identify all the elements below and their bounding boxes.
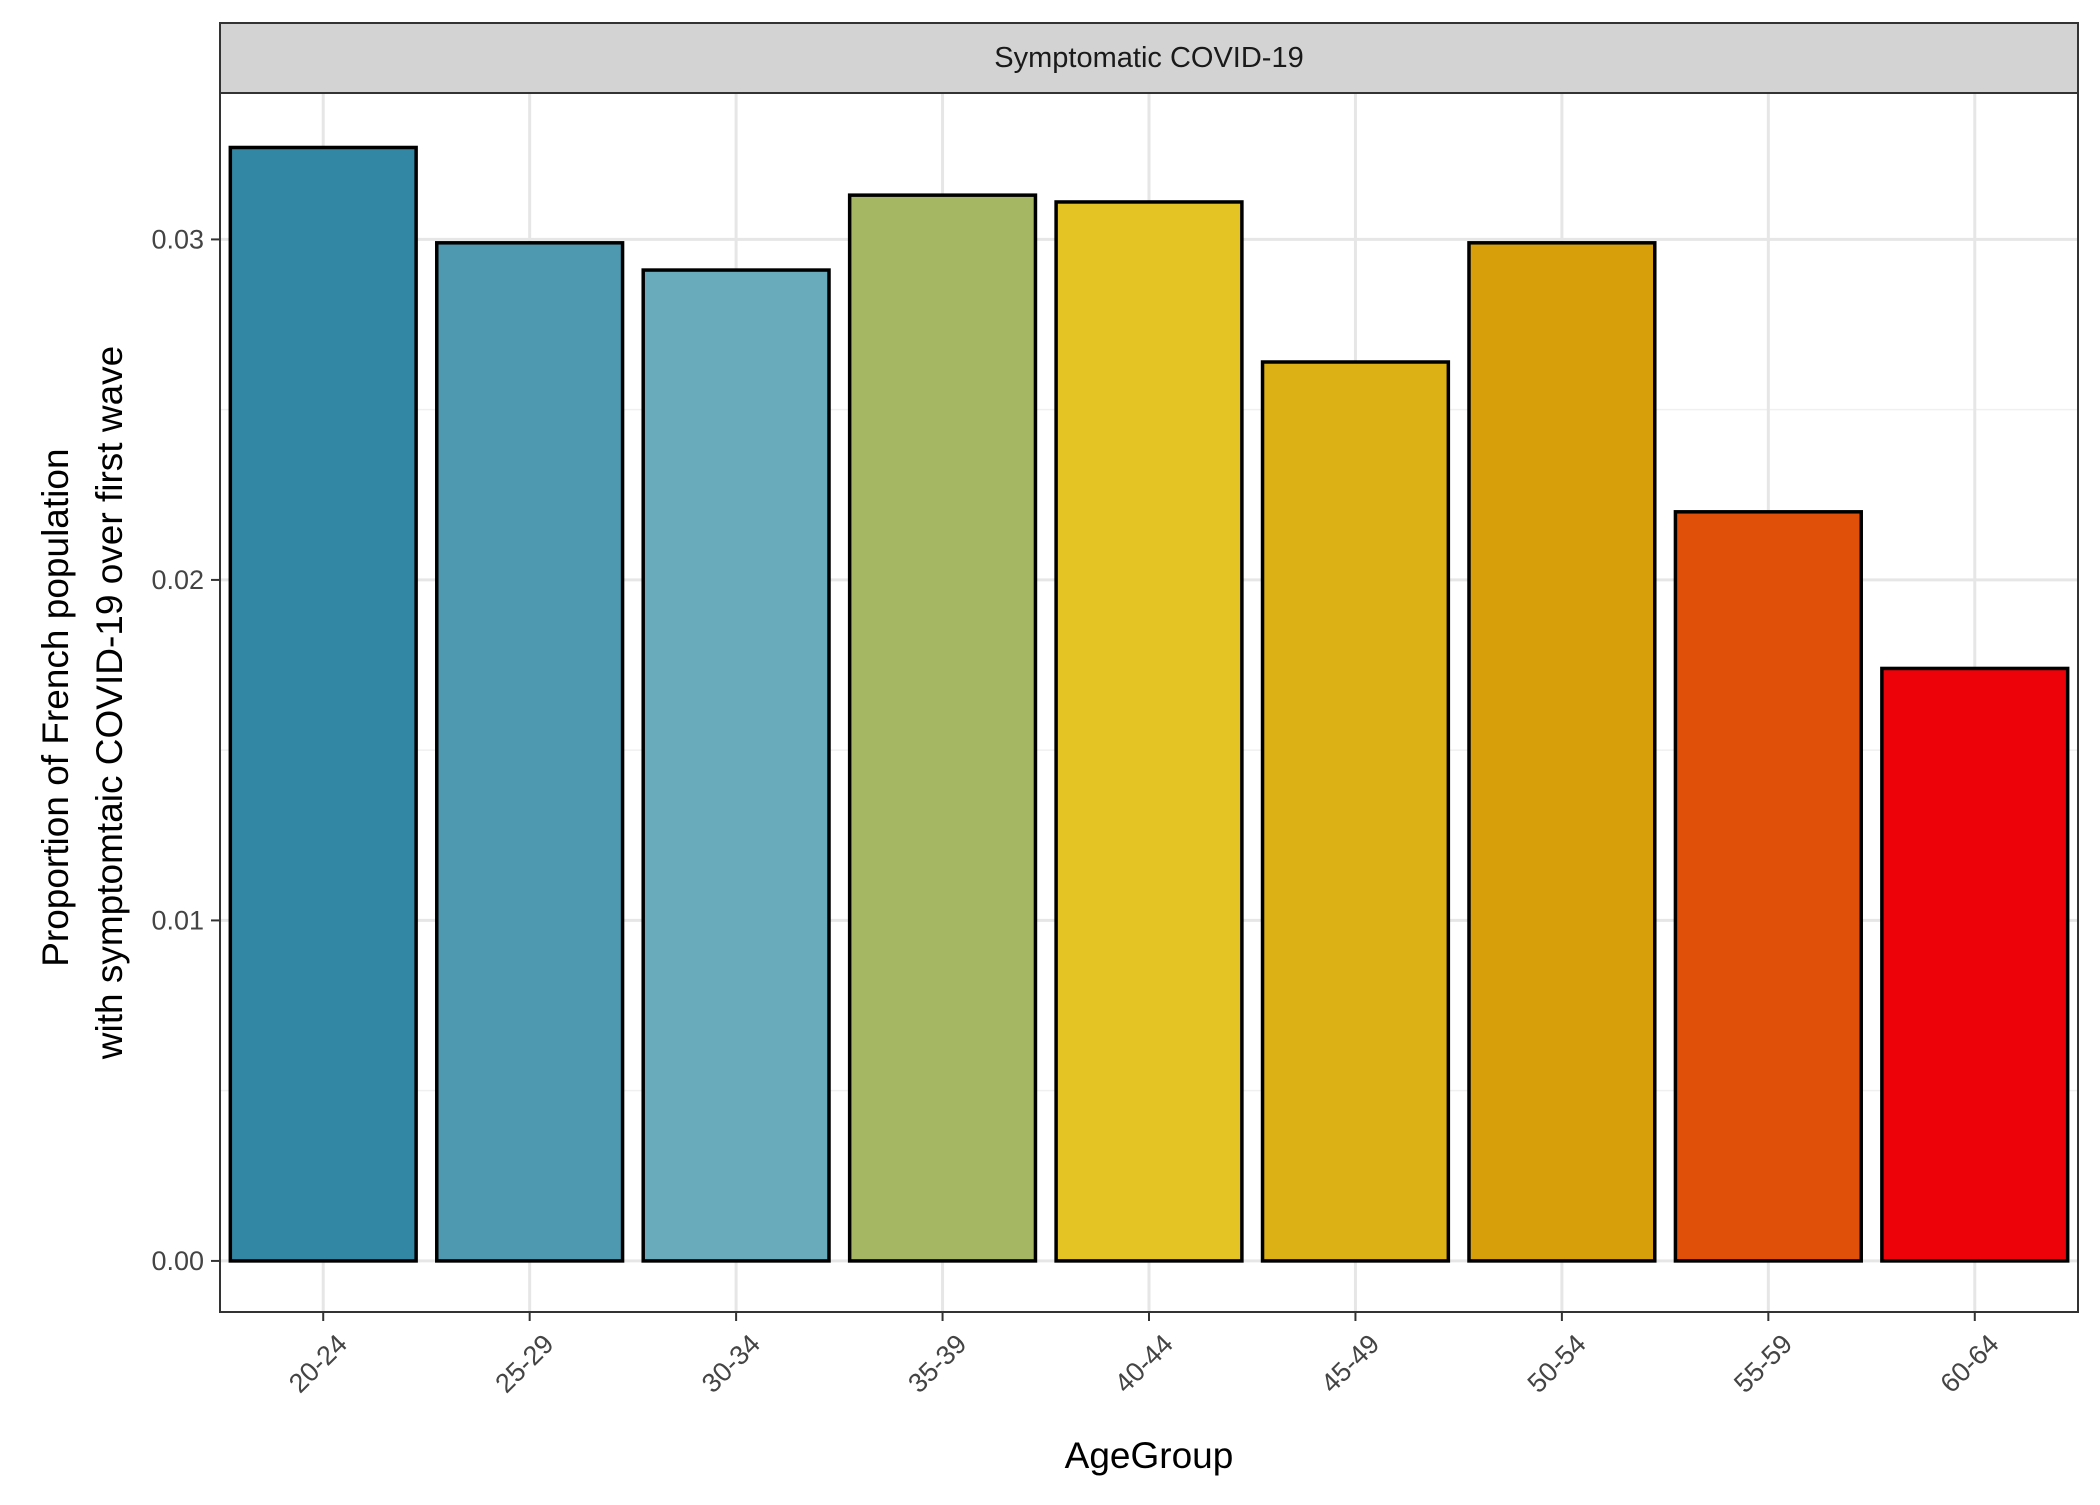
bar-45-49 [1260,360,1451,1263]
facet-strip-background [219,22,2079,94]
bar-60-64 [1880,666,2070,1263]
facet-strip: Symptomatic COVID-19 [219,22,2079,94]
bar-55-59 [1673,510,1863,1263]
y-axis-title: Proportion of French population with sym… [35,346,130,1060]
y-tick-label: 0.01 [151,905,204,935]
facet-strip-title: Symptomatic COVID-19 [994,42,1303,74]
bar-30-34 [641,268,831,1263]
x-axis-title: AgeGroup [1065,1435,1234,1476]
y-axis-title-line-1: Proportion of French population [35,448,76,966]
bar-25-29 [435,241,625,1263]
bars [228,145,2070,1263]
bar-35-39 [847,193,1038,1263]
y-tick-label: 0.02 [151,565,204,595]
bar-40-44 [1054,200,1244,1263]
y-tick-label: 0.00 [151,1246,204,1276]
bar-20-24 [228,145,418,1263]
bar-50-54 [1467,241,1657,1263]
y-tick-label: 0.03 [151,224,204,254]
y-axis-title-line-2: with symptomtaic COVID-19 over first wav… [89,346,130,1060]
